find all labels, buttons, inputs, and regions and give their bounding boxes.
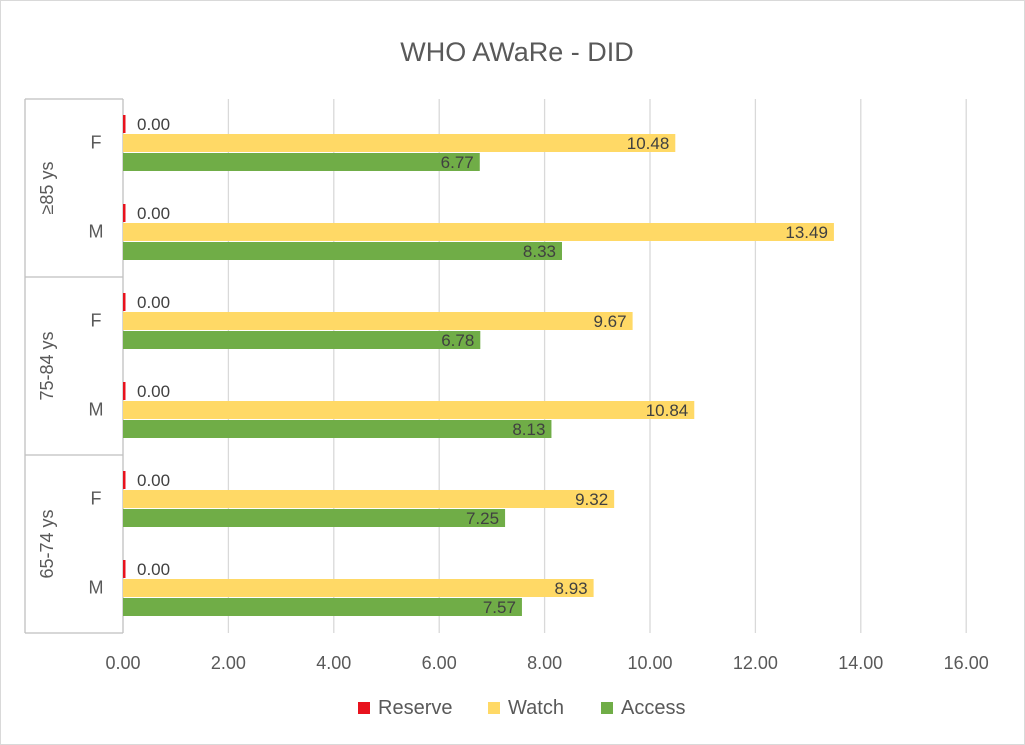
- data-label: 0.00: [137, 115, 170, 134]
- legend-item-reserve: Reserve: [358, 697, 452, 719]
- bar-access: [123, 509, 506, 527]
- legend-label: Reserve: [378, 697, 452, 719]
- data-label: 0.00: [137, 293, 170, 312]
- x-tick-label: 14.00: [838, 653, 883, 673]
- data-label: 0.00: [137, 382, 170, 401]
- category-label: M: [89, 400, 104, 420]
- legend-swatch: [488, 702, 500, 714]
- bar-reserve: [123, 382, 126, 400]
- x-tick-label: 8.00: [527, 653, 562, 673]
- bar-watch: [123, 579, 594, 597]
- bar-access: [123, 242, 562, 260]
- x-tick-label: 12.00: [733, 653, 778, 673]
- bar-watch: [123, 312, 633, 330]
- x-tick-label: 2.00: [211, 653, 246, 673]
- legend-swatch: [601, 702, 613, 714]
- legend-label: Watch: [508, 697, 564, 719]
- data-label: 0.00: [137, 560, 170, 579]
- bar-reserve: [123, 293, 126, 311]
- bar-access: [123, 420, 552, 438]
- category-axis: ≥85 ys F M 75-84 ys F M 65-74 ys F M: [24, 98, 124, 634]
- bar-access: [123, 598, 522, 616]
- x-tick-label: 16.00: [944, 653, 989, 673]
- data-labels: 0.00 10.48 6.77 0.00 13.49 8.33 0.00 9.67 6.78 0.…: [137, 115, 828, 617]
- category-label: F: [91, 133, 102, 153]
- data-label: 10.84: [646, 401, 689, 420]
- x-tick-label: 4.00: [316, 653, 351, 673]
- data-label: 9.67: [594, 312, 627, 331]
- data-label: 8.13: [512, 420, 545, 439]
- category-label: F: [91, 489, 102, 509]
- x-tick-label: 10.00: [627, 653, 672, 673]
- bar-watch: [123, 134, 676, 152]
- category-label: F: [91, 311, 102, 331]
- data-label: 8.33: [523, 242, 556, 261]
- x-axis-tick-labels: 0.00 2.00 4.00 6.00 8.00 10.00 12.00 14.00 16.00: [105, 653, 988, 673]
- data-label: 0.00: [137, 204, 170, 223]
- gridlines: [227, 99, 967, 633]
- data-label: 7.25: [466, 509, 499, 528]
- group-label: 65-74 ys: [37, 509, 57, 578]
- bars: [123, 115, 834, 616]
- group-label: 75-84 ys: [37, 331, 57, 400]
- data-label: 6.78: [441, 331, 474, 350]
- data-label: 6.77: [441, 153, 474, 172]
- data-label: 10.48: [627, 134, 670, 153]
- x-tick-label: 6.00: [422, 653, 457, 673]
- bar-reserve: [123, 560, 126, 578]
- bar-reserve: [123, 471, 126, 489]
- chart-title: WHO AWaRe - DID: [400, 37, 634, 67]
- bar-watch: [123, 401, 695, 419]
- data-label: 8.93: [555, 579, 588, 598]
- data-label: 7.57: [483, 598, 516, 617]
- data-label: 0.00: [137, 471, 170, 490]
- data-label: 13.49: [785, 223, 828, 242]
- x-tick-label: 0.00: [105, 653, 140, 673]
- bar-watch: [123, 490, 615, 508]
- category-label: M: [89, 578, 104, 598]
- legend: Reserve Watch Access: [358, 697, 685, 719]
- legend-label: Access: [621, 697, 685, 719]
- data-label: 9.32: [575, 490, 608, 509]
- bar-reserve: [123, 204, 126, 222]
- legend-item-access: Access: [601, 697, 685, 719]
- bar-access: [123, 331, 481, 349]
- bar-access: [123, 153, 480, 171]
- legend-item-watch: Watch: [488, 697, 564, 719]
- bar-watch: [123, 223, 834, 241]
- category-label: M: [89, 222, 104, 242]
- legend-swatch: [358, 702, 370, 714]
- group-label: ≥85 ys: [37, 162, 57, 215]
- bar-reserve: [123, 115, 126, 133]
